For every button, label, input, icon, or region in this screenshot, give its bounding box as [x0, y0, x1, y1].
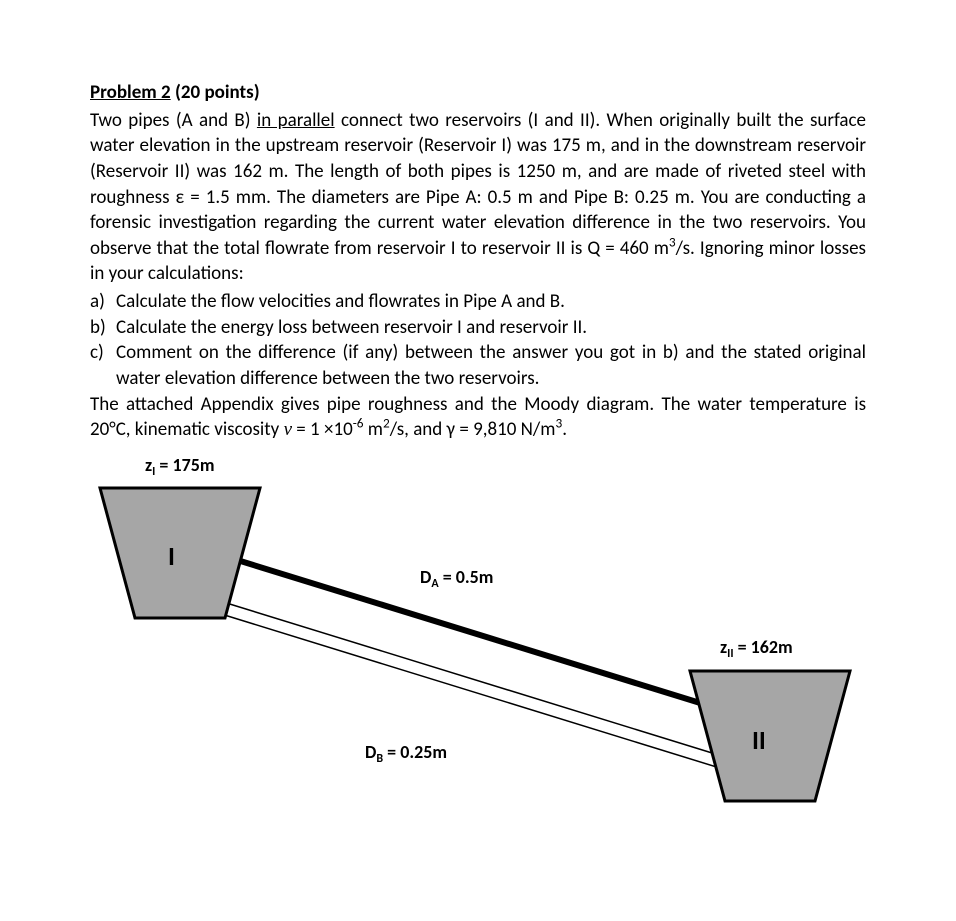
- reservoir-2: [690, 671, 850, 801]
- paragraph-1: Two pipes (A and B) in parallel connect …: [90, 108, 866, 287]
- para1-a: Two pipes (A and B): [90, 109, 257, 132]
- para2-e: .: [562, 418, 567, 441]
- pipe-b-top: [194, 593, 738, 761]
- question-list: a) Calculate the flow velocities and flo…: [90, 289, 866, 392]
- para2-d: /s, and γ = 9,810 N/m: [390, 418, 556, 441]
- para2-sup2: 2: [383, 415, 390, 432]
- pipe-diagram-svg: zI = 175m I zII = 162m II DA = 0.5m DB =…: [90, 453, 870, 833]
- item-b: b) Calculate the energy loss between res…: [90, 315, 866, 341]
- points-text: (20 points): [175, 81, 260, 104]
- paragraph-2: The attached Appendix gives pipe roughne…: [90, 392, 866, 443]
- item-b-label: b): [90, 315, 116, 341]
- z2-label: zII = 162m: [720, 636, 793, 661]
- item-c-text: Comment on the difference (if any) betwe…: [116, 340, 866, 391]
- item-c-label: c): [90, 340, 116, 391]
- z1-label: zI = 175m: [145, 454, 214, 479]
- problem-title: Problem 2 (20 points): [90, 80, 866, 106]
- item-b-text: Calculate the energy loss between reserv…: [116, 315, 866, 341]
- da-label: DA = 0.5m: [420, 566, 493, 591]
- para2-c: m: [364, 418, 383, 441]
- diagram: zI = 175m I zII = 162m II DA = 0.5m DB =…: [90, 453, 866, 841]
- para2-b: = 1 ×10: [292, 418, 353, 441]
- para2-sup1: -6: [353, 415, 364, 432]
- title-text: Problem 2: [90, 81, 171, 104]
- para1-underline: in parallel: [257, 109, 335, 132]
- item-a-label: a): [90, 289, 116, 315]
- reservoir-1-label: I: [168, 540, 175, 572]
- item-a-text: Calculate the flow velocities and flowra…: [116, 289, 866, 315]
- reservoir-1: [100, 488, 260, 618]
- reservoir-2-label: II: [752, 724, 766, 756]
- item-c: c) Comment on the difference (if any) be…: [90, 340, 866, 391]
- db-label: DB = 0.25m: [365, 741, 447, 766]
- para2-nu: ν: [284, 419, 292, 440]
- item-a: a) Calculate the flow velocities and flo…: [90, 289, 866, 315]
- para1-sup: 3: [669, 234, 676, 251]
